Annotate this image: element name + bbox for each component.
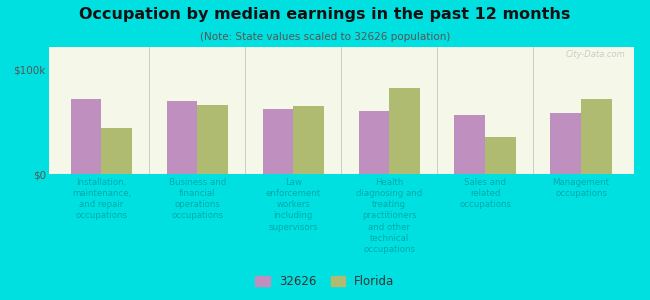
Bar <box>101 128 132 174</box>
Bar <box>581 99 612 174</box>
Bar <box>359 111 389 174</box>
Bar <box>166 101 198 174</box>
Bar <box>389 88 420 174</box>
Bar <box>293 106 324 174</box>
Text: Occupation by median earnings in the past 12 months: Occupation by median earnings in the pas… <box>79 8 571 22</box>
Bar <box>551 113 581 174</box>
Bar <box>263 109 293 174</box>
Bar <box>71 99 101 174</box>
Bar <box>485 137 516 174</box>
Legend: 32626, Florida: 32626, Florida <box>251 270 399 292</box>
Bar <box>454 116 485 174</box>
Bar <box>198 105 228 174</box>
Text: (Note: State values scaled to 32626 population): (Note: State values scaled to 32626 popu… <box>200 32 450 41</box>
Text: City-Data.com: City-Data.com <box>566 50 625 59</box>
